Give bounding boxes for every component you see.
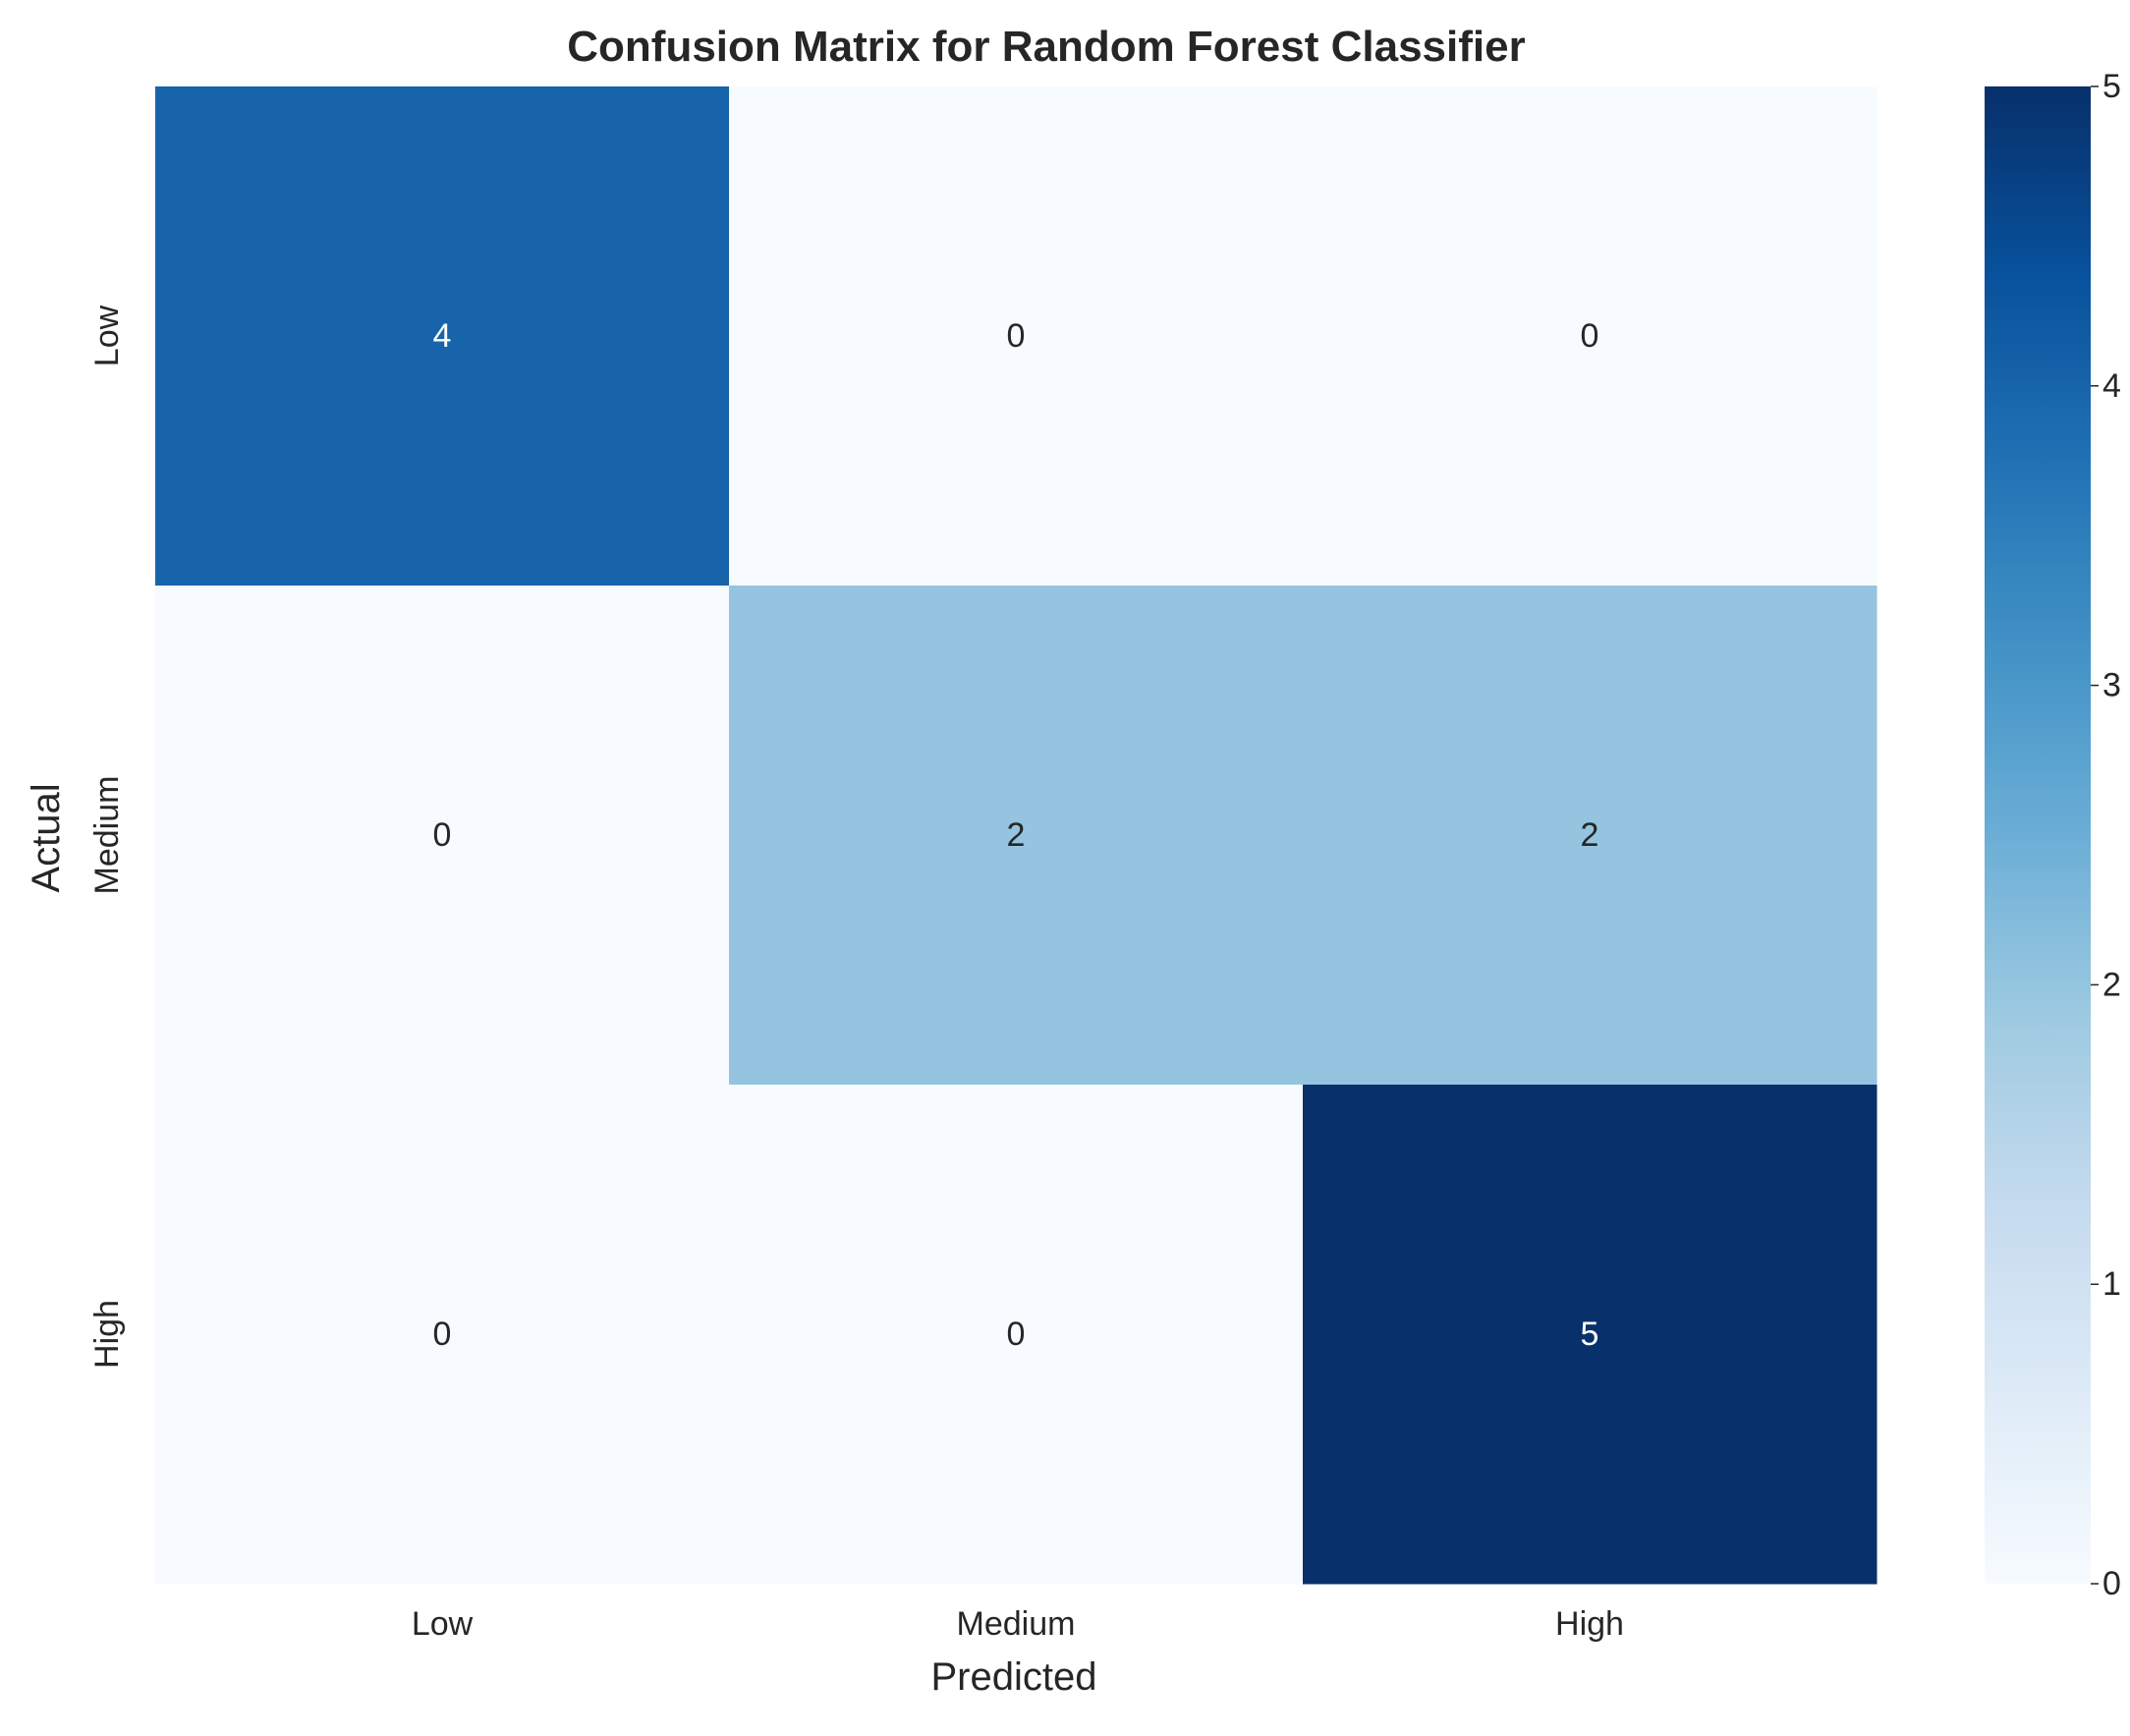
colorbar-tick-label: 4 (2102, 367, 2121, 405)
colorbar-tick-label: 1 (2102, 1265, 2121, 1303)
heatmap-cell (1303, 586, 1878, 1086)
heatmap-cell (1303, 86, 1878, 587)
colorbar-tick-label: 3 (2102, 667, 2121, 704)
cell-value-label: 0 (433, 816, 452, 854)
cell-value-label: 0 (433, 1316, 452, 1353)
heatmap-cell (729, 1085, 1304, 1585)
heatmap-cell (1303, 1085, 1878, 1585)
colorbar-tick-label: 0 (2102, 1565, 2121, 1602)
colorbar-tick-label: 5 (2102, 68, 2121, 105)
y-axis-ticks: Low Medium High (88, 305, 126, 1369)
cell-value-label: 0 (1581, 317, 1599, 355)
cell-value-label: 5 (1581, 1316, 1599, 1353)
x-tick-label: Medium (957, 1605, 1076, 1643)
cell-value-label: 2 (1581, 816, 1599, 854)
y-tick-label: High (88, 1300, 126, 1369)
heatmap-cell (155, 1085, 730, 1585)
colorbar-tick-label: 2 (2102, 966, 2121, 1003)
cell-value-label: 4 (433, 317, 452, 355)
cell-value-label: 0 (1007, 1316, 1026, 1353)
heatmap-cells (155, 86, 1878, 1585)
cell-value-label: 2 (1007, 816, 1026, 854)
x-tick-label: High (1555, 1605, 1624, 1643)
x-axis-ticks: Low Medium High (412, 1605, 1624, 1643)
chart-title: Confusion Matrix for Random Forest Class… (567, 23, 1525, 71)
cell-value-label: 0 (1007, 317, 1026, 355)
heatmap-cell (729, 586, 1304, 1086)
heatmap-cell (155, 86, 730, 587)
x-tick-label: Low (412, 1605, 474, 1643)
heatmap-cell (155, 586, 730, 1086)
colorbar (1985, 86, 2091, 1584)
heatmap-cell-labels: 4 0 0 0 2 2 0 0 5 (433, 317, 1599, 1353)
y-tick-label: Low (88, 305, 126, 366)
heatmap-cell (729, 86, 1304, 587)
colorbar-ticks: 0 1 2 3 4 5 (2091, 68, 2121, 1602)
x-axis-label: Predicted (931, 1655, 1097, 1699)
y-axis-label: Actual (25, 783, 68, 892)
y-tick-label: Medium (88, 776, 126, 895)
